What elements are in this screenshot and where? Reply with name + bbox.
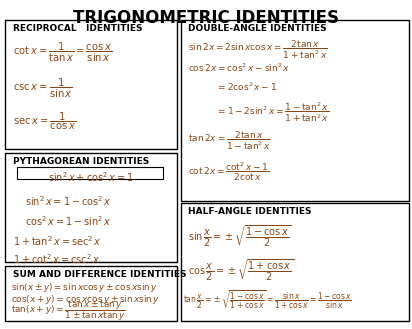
Text: $1 + \tan^2 x = \sec^2 x$: $1 + \tan^2 x = \sec^2 x$ <box>13 234 102 248</box>
FancyBboxPatch shape <box>5 153 177 263</box>
Text: HALF-ANGLE IDENTITIES: HALF-ANGLE IDENTITIES <box>187 207 311 216</box>
Text: $\sin^2 x + \cos^2 x = 1$: $\sin^2 x + \cos^2 x = 1$ <box>48 170 134 184</box>
Text: $\cos^2 x = 1 - \sin^2 x$: $\cos^2 x = 1 - \sin^2 x$ <box>25 215 112 228</box>
Text: $\cot x = \dfrac{1}{\tan x} = \dfrac{\cos x}{\sin x}$: $\cot x = \dfrac{1}{\tan x} = \dfrac{\co… <box>13 41 112 64</box>
Text: $= 1 - 2\sin^2 x = \dfrac{1-\tan^2 x}{1+\tan^2 x}$: $= 1 - 2\sin^2 x = \dfrac{1-\tan^2 x}{1+… <box>216 100 330 124</box>
FancyBboxPatch shape <box>5 266 177 320</box>
FancyBboxPatch shape <box>181 203 409 320</box>
Text: $\tan\dfrac{x}{2} = \pm\sqrt{\dfrac{1-\cos x}{1+\cos x}} = \dfrac{\sin x}{1+\cos: $\tan\dfrac{x}{2} = \pm\sqrt{\dfrac{1-\c… <box>183 289 352 313</box>
Text: $\sin(x \pm y) = \sin x \cos y \pm \cos x \sin y$: $\sin(x \pm y) = \sin x \cos y \pm \cos … <box>11 281 158 294</box>
FancyBboxPatch shape <box>181 20 409 201</box>
Text: RECIPROCAL   IDENTITIES: RECIPROCAL IDENTITIES <box>13 24 143 33</box>
Text: $\cos(x + y) = \cos x \cos y \pm \sin x \sin y$: $\cos(x + y) = \cos x \cos y \pm \sin x … <box>11 293 160 306</box>
Text: $\tan(x+y) = \dfrac{\tan x \pm \tan y}{1 \pm \tan x \tan y}$: $\tan(x+y) = \dfrac{\tan x \pm \tan y}{1… <box>11 298 126 323</box>
Text: $\sin\dfrac{x}{2} = \pm\sqrt{\dfrac{1-\cos x}{2}}$: $\sin\dfrac{x}{2} = \pm\sqrt{\dfrac{1-\c… <box>187 224 291 249</box>
Text: $= 2\cos^2 x - 1$: $= 2\cos^2 x - 1$ <box>216 81 277 93</box>
Text: DOUBLE-ANGLE IDENTITIES: DOUBLE-ANGLE IDENTITIES <box>187 24 326 33</box>
FancyBboxPatch shape <box>5 20 177 149</box>
Text: TRIGONOMETRIC IDENTITIES: TRIGONOMETRIC IDENTITIES <box>73 9 339 27</box>
Text: $\cos 2x = \cos^2 x - \sin^2 x$: $\cos 2x = \cos^2 x - \sin^2 x$ <box>187 62 290 74</box>
Text: $1 + \cot^2 x = \csc^2 x$: $1 + \cot^2 x = \csc^2 x$ <box>13 252 101 266</box>
Text: $\sin^2 x = 1 - \cos^2 x$: $\sin^2 x = 1 - \cos^2 x$ <box>25 194 112 208</box>
Text: $\cot 2x = \dfrac{\cot^2 x - 1}{2\cot x}$: $\cot 2x = \dfrac{\cot^2 x - 1}{2\cot x}… <box>187 161 269 183</box>
FancyBboxPatch shape <box>17 167 163 179</box>
Text: $\sec x = \dfrac{1}{\cos x}$: $\sec x = \dfrac{1}{\cos x}$ <box>13 111 76 132</box>
Text: $\csc x = \dfrac{1}{\sin x}$: $\csc x = \dfrac{1}{\sin x}$ <box>13 77 73 100</box>
Text: PYTHAGOREAN IDENTITIES: PYTHAGOREAN IDENTITIES <box>13 157 149 166</box>
Text: $\cos\dfrac{x}{2} = \pm\sqrt{\dfrac{1+\cos x}{2}}$: $\cos\dfrac{x}{2} = \pm\sqrt{\dfrac{1+\c… <box>187 258 294 283</box>
Text: SUM AND DIFFERENCE IDENTITIES: SUM AND DIFFERENCE IDENTITIES <box>13 270 187 279</box>
Text: $\tan 2x = \dfrac{2\tan x}{1-\tan^2 x}$: $\tan 2x = \dfrac{2\tan x}{1-\tan^2 x}$ <box>187 130 271 152</box>
Text: $\sin 2x = 2\sin x\cos x = \dfrac{2\tan x}{1+\tan^2 x}$: $\sin 2x = 2\sin x\cos x = \dfrac{2\tan … <box>187 39 327 61</box>
